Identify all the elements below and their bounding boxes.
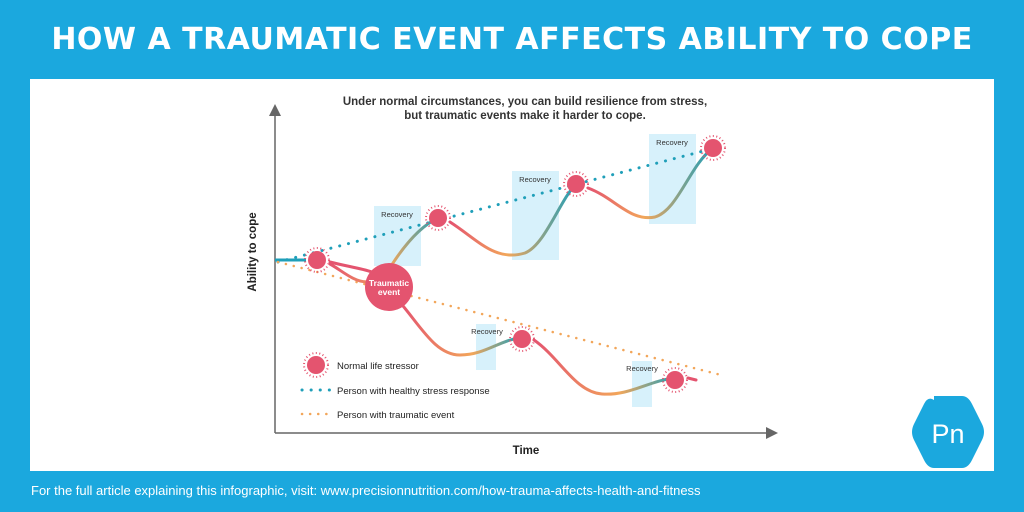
traumatic-trend-line — [276, 260, 727, 378]
recovery-label: Recovery — [381, 210, 413, 219]
legend-healthy-label: Person with healthy stress response — [337, 386, 490, 397]
x-axis-label: Time — [513, 445, 540, 457]
pn-logo: Pn — [912, 396, 984, 468]
traumatic-event-label-line2: event — [378, 287, 400, 297]
recovery-label: Recovery — [519, 175, 551, 184]
stressor-marker-icon — [563, 171, 589, 197]
recovery-label: Recovery — [656, 138, 688, 147]
healthy-response-curve — [586, 147, 714, 220]
stressor-marker-icon — [700, 135, 726, 161]
recovery-label: Recovery — [471, 327, 503, 336]
stressor-marker-icon — [425, 205, 451, 231]
diagram-subtitle-line2: but traumatic events make it harder to c… — [404, 110, 646, 122]
logo-text: Pn — [931, 419, 964, 449]
trauma-impact-curve — [328, 260, 374, 274]
legend-stressor-label: Normal life stressor — [337, 361, 419, 372]
recovery-box — [632, 361, 652, 407]
healthy-response-curve — [448, 182, 578, 257]
footer-article-link: For the full article explaining this inf… — [31, 483, 701, 498]
recovery-label: Recovery — [626, 364, 658, 373]
stressor-marker-icon — [304, 247, 330, 273]
legend-traumatic-label: Person with traumatic event — [337, 410, 455, 421]
trauma-tail-segment — [686, 376, 698, 382]
recovery-box — [476, 324, 496, 370]
traumatic-event-label-line1: Traumatic — [369, 278, 409, 288]
traumatic-response-curve — [396, 298, 522, 357]
page-title: HOW A TRAUMATIC EVENT AFFECTS ABILITY TO… — [51, 22, 973, 57]
stressor-marker-icon — [509, 326, 535, 352]
diagram-panel — [30, 79, 994, 471]
traumatic-response-curve — [532, 338, 678, 396]
legend: Normal life stressor Person with healthy… — [300, 352, 490, 421]
y-axis-label: Ability to cope — [247, 212, 259, 291]
stressor-marker-icon — [662, 367, 688, 393]
legend-stressor-icon — [303, 352, 329, 378]
diagram-subtitle-line1: Under normal circumstances, you can buil… — [343, 96, 707, 108]
traumatic-event-marker: Traumatic event — [365, 263, 413, 311]
